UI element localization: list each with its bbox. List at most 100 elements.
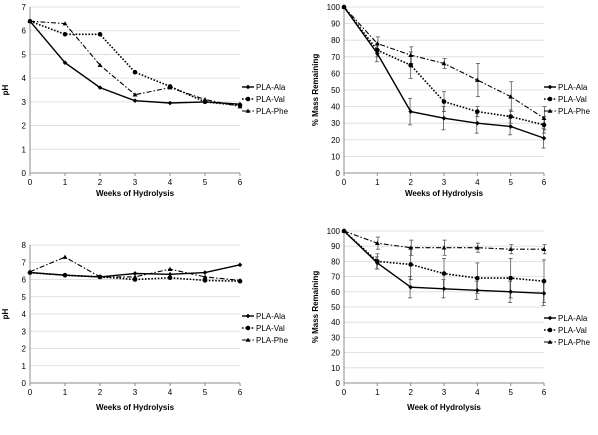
data-point-pla-phe — [202, 274, 208, 279]
data-point-pla-val — [375, 47, 380, 53]
y-tick-label: 50 — [331, 303, 340, 312]
data-point-pla-phe — [474, 77, 480, 82]
data-point-pla-phe — [167, 266, 173, 271]
data-point-pla-phe — [97, 274, 103, 279]
data-point-pla-ala — [167, 272, 173, 277]
data-point-pla-phe — [441, 61, 447, 66]
y-tick-label: 30 — [331, 333, 340, 342]
x-tick-label: 0 — [28, 178, 33, 187]
data-point-pla-phe — [441, 245, 447, 250]
data-point-pla-ala — [202, 270, 208, 275]
data-point-pla-phe — [237, 277, 243, 283]
y-tick-label: 5 — [22, 293, 27, 302]
y-tick-label: 8 — [22, 241, 27, 250]
data-point-pla-phe — [62, 21, 68, 26]
x-tick-label: 4 — [475, 388, 480, 397]
data-point-pla-ala — [97, 85, 103, 90]
legend-label-pla-val: PLA-Val — [256, 95, 285, 104]
data-point-pla-phe — [202, 97, 208, 102]
x-tick-label: 5 — [203, 178, 208, 187]
data-point-pla-ala — [508, 289, 513, 295]
y-tick-label: 4 — [22, 310, 27, 319]
y-tick-label: 10 — [331, 364, 340, 373]
legend-marker-pla-val — [547, 96, 553, 102]
y-tick-label: 40 — [331, 103, 340, 112]
y-tick-label: 20 — [331, 349, 340, 358]
data-point-pla-val — [62, 272, 68, 278]
x-tick-label: 0 — [342, 388, 347, 397]
y-tick-label: 100 — [327, 3, 341, 12]
data-point-pla-val — [167, 275, 173, 281]
legend-marker-pla-phe — [547, 108, 553, 113]
chart-panel-1: 0 1 2 3 4 5 6 7 0 1 2 3 4 5 6 Weeks of Hydrolysis pH PLA-… — [1, 3, 289, 198]
y-tick-label: 2 — [22, 345, 27, 354]
y-tick-label: 20 — [331, 136, 340, 145]
data-point-pla-val — [202, 278, 208, 283]
data-point-pla-val — [408, 262, 413, 267]
x-tick-label: 5 — [508, 178, 513, 187]
y-tick-label: 7 — [22, 258, 27, 267]
legend-label-pla-val: PLA-Val — [256, 324, 285, 333]
data-point-pla-phe — [541, 246, 547, 252]
y-tick-label: 70 — [331, 273, 340, 282]
y-tick-label: 90 — [331, 20, 340, 29]
y-tick-label: 90 — [331, 242, 340, 251]
legend-label-pla-ala: PLA-Ala — [558, 83, 588, 92]
x-axis-label: Weeks of Hydrolysis — [96, 403, 175, 412]
x-tick-label: 1 — [63, 388, 68, 397]
data-point-pla-ala — [541, 291, 547, 296]
legend-marker-pla-val — [245, 96, 251, 102]
chart-panel-3: 0 1 2 3 4 5 6 7 8 0 1 2 3 4 5 6 Weeks of Hydrolysis pH PLA… — [1, 241, 289, 412]
y-tick-label: 30 — [331, 119, 340, 128]
data-point-pla-phe — [62, 254, 68, 259]
data-point-pla-val — [475, 109, 480, 114]
data-point-pla-phe — [541, 115, 547, 121]
x-tick-label: 6 — [542, 178, 547, 187]
y-tick-label: 80 — [331, 36, 340, 45]
y-axis-label: pH — [1, 84, 10, 95]
x-tick-label: 6 — [238, 178, 243, 187]
data-point-pla-ala — [475, 287, 480, 293]
data-point-pla-phe — [132, 274, 138, 279]
y-tick-label: 2 — [22, 122, 27, 131]
x-tick-label: 1 — [63, 178, 68, 187]
legend-marker-pla-phe — [547, 339, 553, 344]
x-tick-label: 5 — [508, 388, 513, 397]
y-axis-label: % Mass Remaining — [311, 271, 320, 344]
data-point-pla-val — [541, 278, 547, 284]
legend-label-pla-phe: PLA-Phe — [256, 107, 289, 116]
data-point-pla-val — [62, 31, 68, 37]
data-point-pla-ala — [167, 100, 173, 106]
legend-label-pla-phe: PLA-Phe — [256, 336, 289, 345]
chart-panel-4: 0 10 20 30 40 50 60 70 80 90 100 0 1 2 3 4 5 6 Week of Hyd… — [311, 227, 591, 412]
data-point-pla-phe — [27, 269, 33, 274]
series-line-pla-ala — [29, 20, 241, 105]
legend-label-pla-ala: PLA-Ala — [256, 312, 286, 321]
x-axis-label: Weeks of Hydrolysis — [96, 189, 175, 198]
data-point-pla-phe — [374, 41, 380, 46]
legend-label-pla-val: PLA-Val — [558, 326, 587, 335]
x-tick-label: 2 — [408, 388, 413, 397]
y-axis-label: pH — [1, 308, 10, 319]
data-point-pla-ala — [408, 284, 413, 290]
y-tick-label: 0 — [336, 379, 341, 388]
legend-label-pla-phe: PLA-Phe — [558, 107, 591, 116]
y-axis-label: % Mass Remaining — [311, 54, 320, 127]
y-tick-label: 0 — [336, 169, 341, 178]
x-tick-label: 6 — [238, 388, 243, 397]
x-tick-label: 2 — [98, 178, 103, 187]
y-tick-label: 1 — [22, 145, 27, 154]
legend-marker-pla-val — [547, 327, 553, 333]
y-tick-label: 6 — [22, 276, 27, 285]
y-tick-label: 100 — [327, 227, 341, 236]
x-tick-label: 5 — [203, 388, 208, 397]
legend-marker-pla-ala — [547, 315, 553, 321]
data-point-pla-phe — [408, 52, 414, 57]
y-tick-label: 80 — [331, 257, 340, 266]
x-tick-label: 3 — [133, 388, 138, 397]
data-point-pla-ala — [62, 60, 68, 66]
data-point-pla-phe — [132, 92, 138, 97]
data-point-pla-phe — [237, 104, 243, 109]
data-point-pla-phe — [341, 4, 347, 9]
